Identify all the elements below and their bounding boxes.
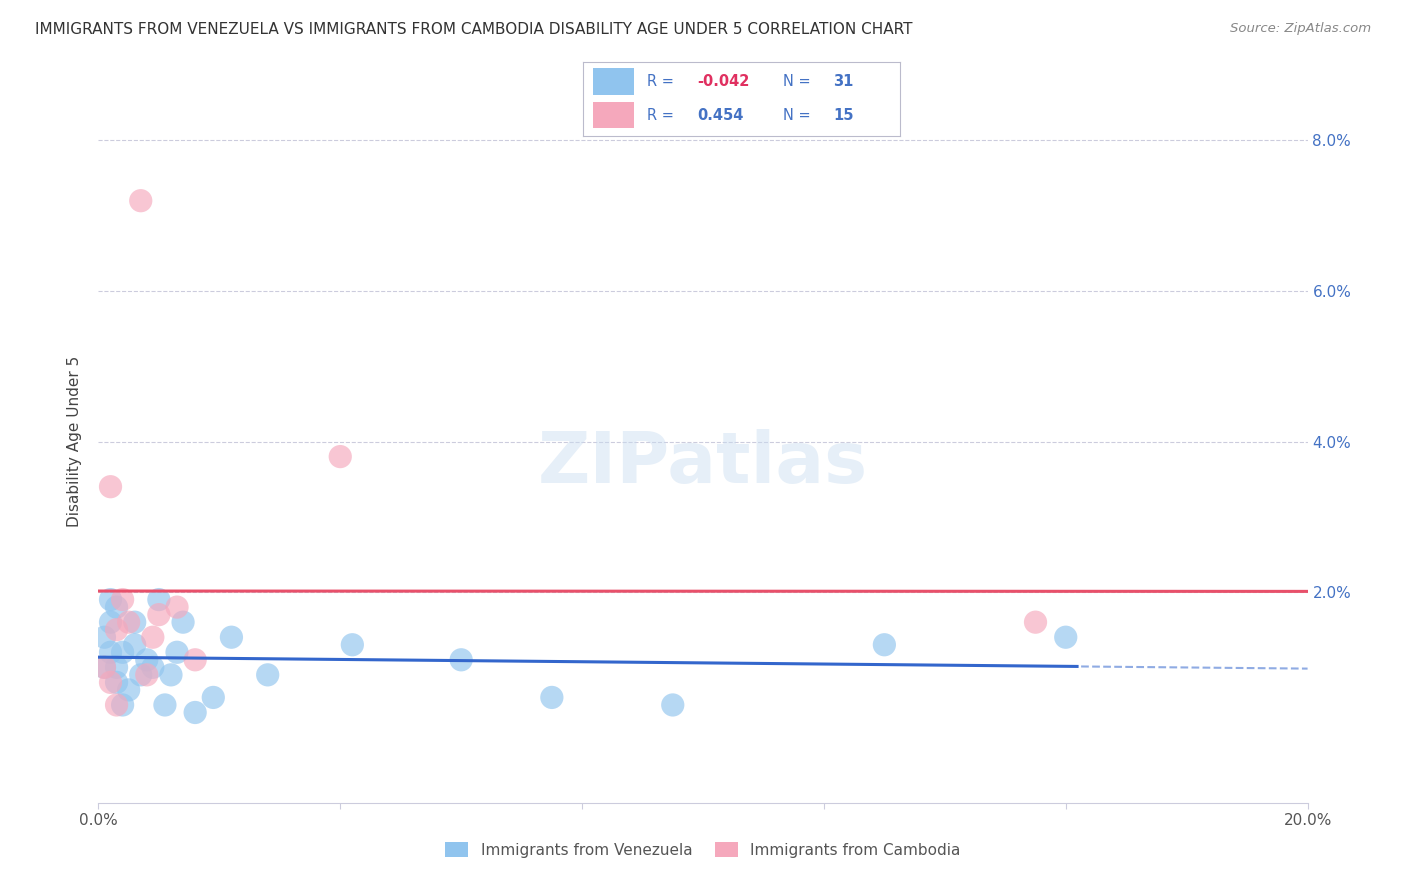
Bar bbox=[593, 69, 634, 95]
Point bbox=[1054, 630, 1077, 644]
Text: -0.042: -0.042 bbox=[697, 74, 749, 89]
Point bbox=[661, 698, 683, 712]
Text: N =: N = bbox=[783, 74, 815, 89]
Point bbox=[256, 668, 278, 682]
Point bbox=[142, 630, 165, 644]
Point bbox=[100, 645, 122, 659]
Text: Source: ZipAtlas.com: Source: ZipAtlas.com bbox=[1230, 22, 1371, 36]
Point bbox=[129, 194, 152, 208]
Point bbox=[93, 660, 115, 674]
Point bbox=[450, 653, 472, 667]
Point bbox=[124, 638, 146, 652]
Point bbox=[100, 675, 122, 690]
Point bbox=[105, 660, 128, 674]
Point bbox=[329, 450, 352, 464]
Point bbox=[148, 592, 170, 607]
Point bbox=[100, 480, 122, 494]
Point bbox=[184, 706, 207, 720]
Point bbox=[166, 645, 188, 659]
Point bbox=[160, 668, 183, 682]
Point bbox=[153, 698, 176, 712]
Point bbox=[342, 638, 364, 652]
Point bbox=[111, 592, 134, 607]
Point bbox=[93, 660, 115, 674]
Text: ZIPatlas: ZIPatlas bbox=[538, 429, 868, 498]
Point bbox=[105, 600, 128, 615]
Point bbox=[118, 615, 141, 630]
Text: R =: R = bbox=[647, 74, 678, 89]
Point bbox=[873, 638, 896, 652]
Point bbox=[148, 607, 170, 622]
Point bbox=[111, 645, 134, 659]
Point bbox=[129, 668, 152, 682]
Point bbox=[172, 615, 194, 630]
Point bbox=[540, 690, 562, 705]
Point bbox=[184, 653, 207, 667]
Text: R =: R = bbox=[647, 108, 678, 122]
Point bbox=[105, 623, 128, 637]
Point bbox=[166, 600, 188, 615]
Y-axis label: Disability Age Under 5: Disability Age Under 5 bbox=[67, 356, 83, 527]
Point bbox=[100, 615, 122, 630]
Bar bbox=[593, 102, 634, 128]
Legend: Immigrants from Venezuela, Immigrants from Cambodia: Immigrants from Venezuela, Immigrants fr… bbox=[439, 836, 967, 863]
Point bbox=[100, 592, 122, 607]
Text: 0.454: 0.454 bbox=[697, 108, 744, 122]
Point bbox=[1024, 615, 1046, 630]
Point bbox=[124, 615, 146, 630]
Point bbox=[93, 630, 115, 644]
Text: N =: N = bbox=[783, 108, 815, 122]
Point bbox=[202, 690, 225, 705]
Text: 31: 31 bbox=[834, 74, 853, 89]
Point bbox=[135, 668, 157, 682]
Point bbox=[142, 660, 165, 674]
Point bbox=[118, 682, 141, 697]
Point bbox=[105, 698, 128, 712]
Point bbox=[111, 698, 134, 712]
Text: 15: 15 bbox=[834, 108, 853, 122]
Point bbox=[135, 653, 157, 667]
Point bbox=[105, 675, 128, 690]
Point bbox=[221, 630, 243, 644]
Text: IMMIGRANTS FROM VENEZUELA VS IMMIGRANTS FROM CAMBODIA DISABILITY AGE UNDER 5 COR: IMMIGRANTS FROM VENEZUELA VS IMMIGRANTS … bbox=[35, 22, 912, 37]
